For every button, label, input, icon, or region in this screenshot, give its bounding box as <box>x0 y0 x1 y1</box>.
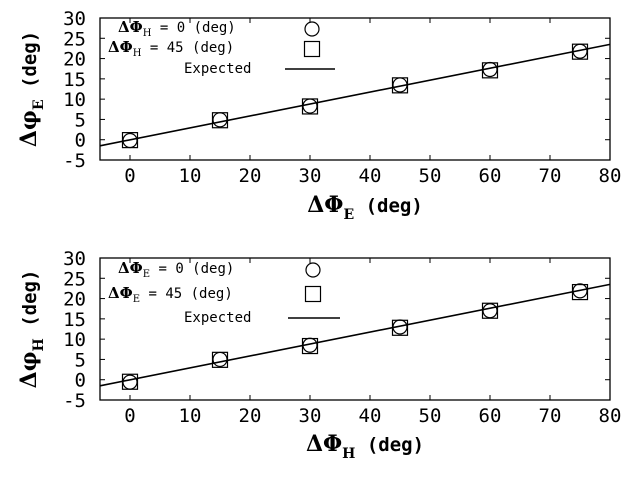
x-tick-label: 30 <box>299 405 322 427</box>
expected-line <box>99 43 611 147</box>
series-line <box>99 283 611 387</box>
x-tick-label: 50 <box>419 165 442 187</box>
y-tick-label: 0 <box>75 370 86 392</box>
x-tick-label: 10 <box>179 405 202 427</box>
legend-square-marker <box>303 40 321 58</box>
x-tick-label: 40 <box>359 165 382 187</box>
y-axis-label: ΔφH (deg) <box>16 270 47 389</box>
x-tick-label: 0 <box>124 405 135 427</box>
y-tick-label: 5 <box>75 109 86 131</box>
square-marker <box>301 98 319 115</box>
x-tick-label: 50 <box>419 405 442 427</box>
y-tick-label: 5 <box>75 349 86 371</box>
x-tick-label: 20 <box>239 165 262 187</box>
x-axis-label: ΔΦH (deg) <box>306 431 424 462</box>
x-tick-label: 40 <box>359 405 382 427</box>
x-tick-label: 70 <box>539 405 562 427</box>
x-tick-label: 60 <box>479 165 502 187</box>
x-axis-label: ΔΦE (deg) <box>307 192 423 223</box>
y-tick-label: -5 <box>63 390 86 412</box>
legend-circle-marker <box>305 262 321 278</box>
y-tick-label: 10 <box>63 329 86 351</box>
y-tick-label: 25 <box>63 28 86 50</box>
y-tick-label: 25 <box>63 268 86 290</box>
series-line <box>99 43 611 147</box>
x-tick-label: 20 <box>239 405 262 427</box>
circle-marker <box>122 374 138 390</box>
legend-entry-label: ΔΦH = 0 (deg) <box>118 18 236 39</box>
plot-frame <box>99 17 611 161</box>
y-tick-label: 10 <box>63 89 86 111</box>
y-tick-label: 20 <box>63 49 86 71</box>
y-tick-label: 20 <box>63 289 86 311</box>
x-tick-label: 70 <box>539 165 562 187</box>
circle-marker <box>212 351 228 368</box>
square-marker <box>121 132 139 149</box>
legend-entry-label: Expected <box>184 310 251 326</box>
legend-circle-marker <box>304 21 320 37</box>
y-tick-label: 30 <box>63 248 86 270</box>
y-tick-label: 15 <box>63 309 86 331</box>
legend-entry-label: ΔΦH = 45 (deg) <box>108 38 234 59</box>
legend-square-marker <box>304 285 322 303</box>
circle-marker <box>482 303 498 319</box>
circle-marker <box>212 112 228 128</box>
legend-entry-label: ΔΦE = 0 (deg) <box>118 259 234 280</box>
circle-marker <box>302 98 318 114</box>
y-tick-label: 0 <box>75 130 86 152</box>
y-tick-label: -5 <box>63 150 86 172</box>
y-axis-label: ΔφE (deg) <box>16 31 47 147</box>
expected-line <box>99 283 611 387</box>
legend-entry-label: Expected <box>184 61 251 77</box>
x-tick-label: 0 <box>124 165 135 187</box>
x-tick-label: 80 <box>599 165 622 187</box>
plot-frame <box>99 257 611 401</box>
x-tick-label: 10 <box>179 165 202 187</box>
y-tick-label: 30 <box>63 8 86 30</box>
x-tick-label: 80 <box>599 405 622 427</box>
y-tick-label: 15 <box>63 69 86 91</box>
x-tick-label: 30 <box>299 165 322 187</box>
legend-entry-label: ΔΦE = 45 (deg) <box>108 284 233 305</box>
x-tick-label: 60 <box>479 405 502 427</box>
square-marker <box>481 302 499 319</box>
